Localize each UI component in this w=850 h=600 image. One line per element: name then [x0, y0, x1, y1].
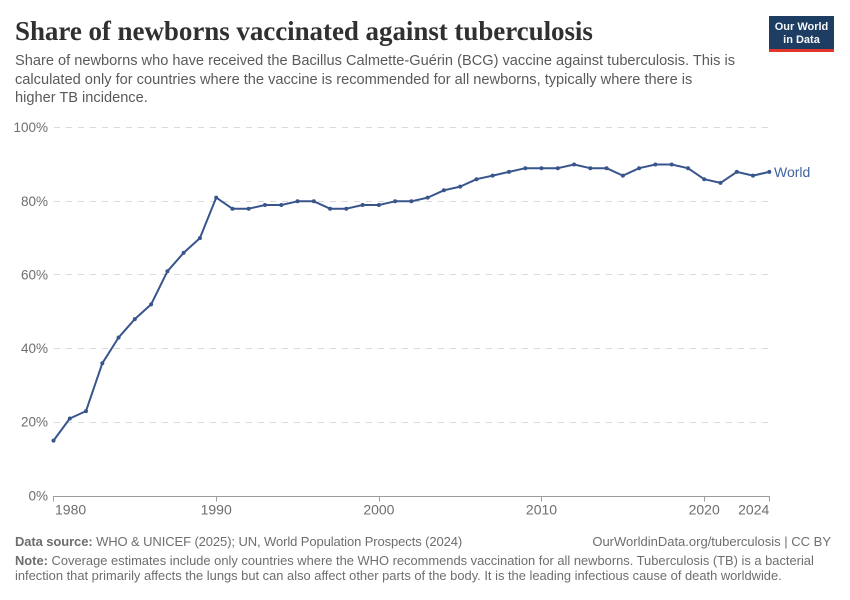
svg-text:100%: 100% — [13, 120, 48, 135]
svg-text:40%: 40% — [21, 341, 48, 356]
svg-text:2010: 2010 — [526, 502, 557, 518]
svg-text:80%: 80% — [21, 194, 48, 209]
svg-text:1990: 1990 — [201, 502, 232, 518]
svg-text:2000: 2000 — [363, 502, 394, 518]
svg-text:2020: 2020 — [689, 502, 720, 518]
svg-text:2024: 2024 — [738, 502, 769, 518]
svg-text:60%: 60% — [21, 267, 48, 282]
svg-text:0%: 0% — [28, 488, 48, 503]
svg-text:1980: 1980 — [55, 502, 86, 518]
svg-text:World: World — [774, 164, 810, 180]
svg-text:20%: 20% — [21, 415, 48, 430]
